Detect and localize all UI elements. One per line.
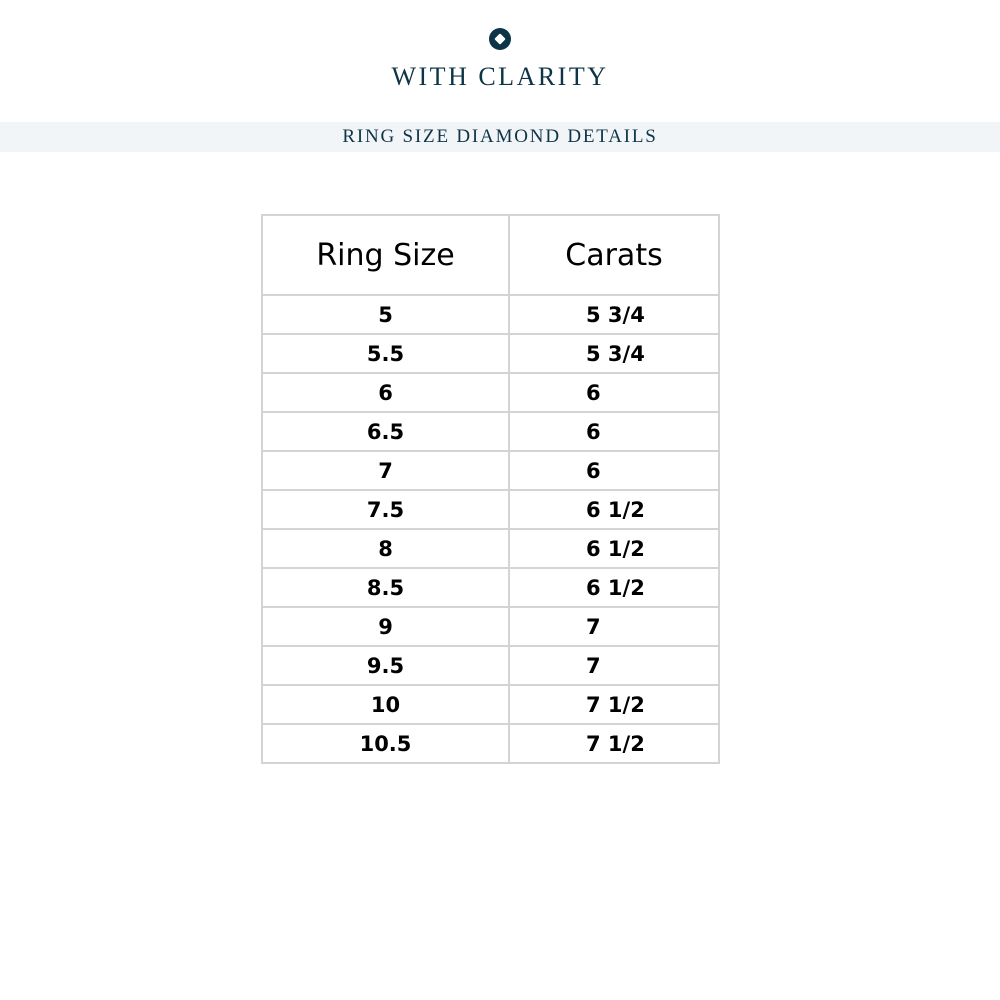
table-row: 8.5 6 1/2: [261, 567, 720, 608]
ring-size-cell: 7.5: [261, 489, 510, 530]
ring-size-cell: 5.5: [261, 333, 510, 374]
carats-cell: 6: [508, 411, 720, 452]
table-row: 5.5 5 3/4: [261, 333, 720, 374]
carats-cell: 7: [508, 645, 720, 686]
ring-size-cell: 8: [261, 528, 510, 569]
ring-size-cell: 7: [261, 450, 510, 491]
brand-name: WITH CLARITY: [391, 62, 609, 91]
table-row: 6.5 6: [261, 411, 720, 452]
table-row: 10.5 7 1/2: [261, 723, 720, 764]
header-carats: Carats: [508, 214, 720, 296]
ring-size-cell: 9: [261, 606, 510, 647]
ring-size-cell: 10.5: [261, 723, 510, 764]
header-ring-size: Ring Size: [261, 214, 510, 296]
table-row: 9.5 7: [261, 645, 720, 686]
table-row: 10 7 1/2: [261, 684, 720, 725]
carats-cell: 6: [508, 372, 720, 413]
carats-cell: 7 1/2: [508, 723, 720, 764]
ring-size-cell: 5: [261, 294, 510, 335]
ring-size-cell: 6.5: [261, 411, 510, 452]
ring-size-cell: 8.5: [261, 567, 510, 608]
carats-cell: 5 3/4: [508, 333, 720, 374]
carats-cell: 7: [508, 606, 720, 647]
carats-cell: 6 1/2: [508, 489, 720, 530]
table-header-row: Ring Size Carats: [261, 214, 720, 296]
ring-size-cell: 6: [261, 372, 510, 413]
carats-cell: 5 3/4: [508, 294, 720, 335]
ring-size-cell: 10: [261, 684, 510, 725]
diamond-circle-icon: [489, 28, 511, 50]
ring-size-cell: 9.5: [261, 645, 510, 686]
carats-cell: 6 1/2: [508, 528, 720, 569]
carats-cell: 6 1/2: [508, 567, 720, 608]
carats-cell: 7 1/2: [508, 684, 720, 725]
page-title: RING SIZE DIAMOND DETAILS: [0, 122, 1000, 152]
carats-cell: 6: [508, 450, 720, 491]
table-row: 7.5 6 1/2: [261, 489, 720, 530]
